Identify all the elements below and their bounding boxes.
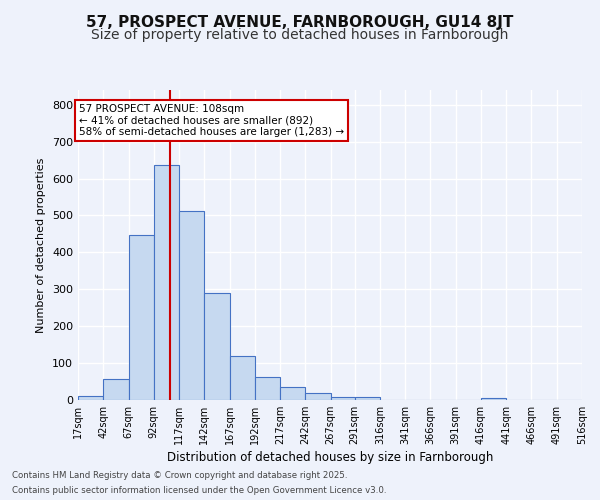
Bar [255,377,280,400]
X-axis label: Distribution of detached houses by size in Farnborough: Distribution of detached houses by size … [167,451,493,464]
Bar [78,396,103,400]
Bar [305,392,331,400]
Text: Contains HM Land Registry data © Crown copyright and database right 2025.: Contains HM Land Registry data © Crown c… [12,471,347,480]
Text: 57 PROSPECT AVENUE: 108sqm
← 41% of detached houses are smaller (892)
58% of sem: 57 PROSPECT AVENUE: 108sqm ← 41% of deta… [79,104,344,137]
Bar [154,165,179,400]
Bar [204,292,230,400]
Y-axis label: Number of detached properties: Number of detached properties [37,158,46,332]
Bar [128,235,154,400]
Bar [179,211,204,400]
Bar [103,379,128,400]
Bar [230,356,255,400]
Bar [331,396,355,400]
Text: 57, PROSPECT AVENUE, FARNBOROUGH, GU14 8JT: 57, PROSPECT AVENUE, FARNBOROUGH, GU14 8… [86,15,514,30]
Text: Contains public sector information licensed under the Open Government Licence v3: Contains public sector information licen… [12,486,386,495]
Bar [355,398,380,400]
Text: Size of property relative to detached houses in Farnborough: Size of property relative to detached ho… [91,28,509,42]
Bar [481,398,506,400]
Bar [280,387,305,400]
